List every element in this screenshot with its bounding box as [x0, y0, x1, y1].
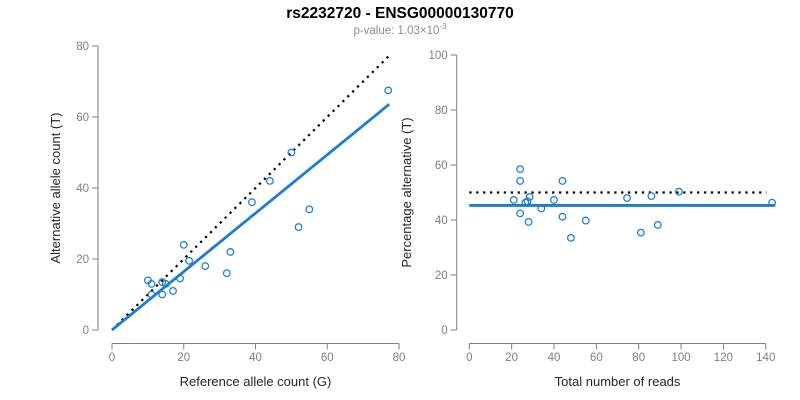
left-y-axis-title: Alternative allele count (T) [48, 112, 63, 263]
p-value-text: p-value: 1.03×10 [353, 25, 440, 37]
left-x-tick-label: 40 [249, 352, 262, 364]
left-data-point [147, 279, 156, 288]
right-y-tick-label: 60 [435, 160, 448, 172]
left-y-tick-label: 80 [76, 41, 89, 53]
right-y-tick-label: 40 [435, 215, 448, 227]
left-data-point [201, 262, 210, 271]
right-data-point [567, 233, 575, 242]
right-y-tick-label: 80 [435, 105, 448, 117]
right-data-point [516, 177, 525, 185]
left-data-point [287, 148, 296, 157]
right-y-tick-label: 100 [429, 50, 448, 62]
left-data-point [169, 287, 177, 295]
right-data-point [675, 187, 683, 196]
right-y-axis-title: Percentage alternative (T) [399, 117, 414, 267]
right-data-point [581, 216, 590, 225]
left-data-point [384, 86, 393, 95]
left-fit-line [111, 103, 391, 332]
left-y-tick-label: 60 [76, 112, 89, 124]
left-y-tick-label: 40 [76, 183, 89, 195]
left-y-tick-label: 0 [83, 325, 89, 337]
right-x-axis-title: Total number of reads [555, 374, 681, 389]
right-data-point [516, 209, 525, 218]
right-x-tick-label: 40 [548, 352, 561, 364]
right-data-point [768, 198, 777, 207]
left-x-tick-label: 20 [177, 352, 190, 364]
right-data-point [550, 196, 558, 204]
right-x-tick-label: 80 [632, 352, 645, 364]
right-y-tick-label: 20 [435, 270, 448, 282]
left-x-tick-label: 60 [321, 352, 334, 364]
left-data-point [179, 240, 188, 249]
right-x-tick-label: 140 [756, 352, 775, 364]
left-data-point [294, 223, 303, 231]
right-data-point [647, 192, 656, 200]
right-data-point [509, 196, 518, 204]
right-data-point [623, 194, 631, 202]
left-data-point [226, 247, 235, 256]
left-x-axis-title: Reference allele count (G) [180, 374, 332, 389]
plot-subtitle: p-value: 1.03×10-3 [0, 22, 800, 37]
left-data-point [176, 274, 185, 283]
left-identity-line [111, 54, 391, 331]
right-data-point [558, 212, 567, 221]
right-data-point [636, 228, 645, 237]
right-data-point [516, 165, 525, 174]
right-data-point [524, 218, 533, 226]
right-x-tick-label: 0 [466, 352, 472, 364]
right-x-tick-label: 60 [590, 352, 603, 364]
left-y-tick-label: 20 [76, 254, 89, 266]
left-data-point [147, 290, 156, 299]
right-data-point [653, 221, 662, 229]
left-data-point [161, 279, 170, 288]
left-data-point [265, 176, 274, 185]
left-x-tick-label: 80 [393, 352, 406, 364]
right-data-point [537, 204, 546, 213]
left-x-tick-label: 0 [109, 352, 115, 364]
right-data-point [523, 197, 532, 206]
left-data-point [305, 205, 314, 214]
right-data-point [558, 177, 567, 185]
plot-title: rs2232720 - ENSG00000130770 [286, 5, 514, 22]
right-y-tick-label: 0 [441, 325, 447, 337]
left-data-point [185, 256, 194, 265]
right-x-tick-label: 20 [505, 352, 518, 364]
left-data-point [158, 290, 167, 299]
p-value-exponent: -3 [439, 22, 447, 32]
left-data-point [222, 269, 231, 278]
right-x-tick-label: 120 [714, 352, 733, 364]
left-data-point [247, 198, 256, 207]
right-x-tick-label: 100 [671, 352, 690, 364]
right-data-point [525, 192, 534, 201]
